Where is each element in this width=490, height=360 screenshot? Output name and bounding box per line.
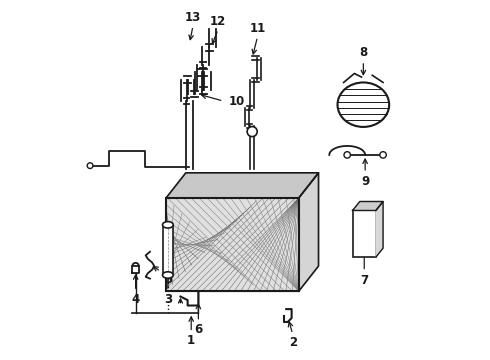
Text: 11: 11 [249, 22, 266, 35]
Polygon shape [166, 198, 299, 291]
Text: 1: 1 [187, 334, 196, 347]
Text: 13: 13 [185, 11, 201, 24]
Text: 3: 3 [164, 293, 172, 306]
Text: 2: 2 [289, 336, 297, 349]
Polygon shape [166, 173, 318, 198]
Text: 5: 5 [164, 273, 172, 286]
Ellipse shape [163, 222, 173, 228]
Polygon shape [353, 202, 383, 211]
Text: 8: 8 [359, 46, 368, 59]
Circle shape [380, 152, 386, 158]
Circle shape [87, 163, 93, 168]
Text: 9: 9 [361, 175, 369, 188]
Bar [353, 211, 376, 257]
Polygon shape [166, 198, 299, 291]
Text: 12: 12 [210, 15, 226, 28]
Text: 10: 10 [229, 95, 245, 108]
Bar [163, 225, 173, 275]
Polygon shape [299, 173, 318, 291]
Text: 7: 7 [360, 274, 368, 287]
Polygon shape [376, 202, 383, 257]
Circle shape [344, 152, 350, 158]
Text: 6: 6 [194, 323, 202, 337]
Circle shape [247, 127, 257, 136]
Ellipse shape [163, 272, 173, 278]
Ellipse shape [338, 82, 389, 127]
Text: 4: 4 [131, 293, 140, 306]
